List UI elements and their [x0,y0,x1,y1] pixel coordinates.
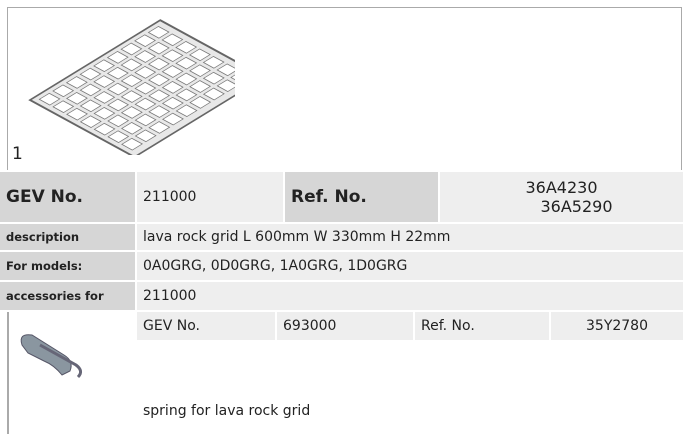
grid-cell [134,66,157,79]
figure-label: 1 [12,144,23,164]
grid-cell [188,48,211,62]
grid-cell [162,112,184,126]
label-cell: GEV No. [0,172,135,222]
grid-cell [134,129,157,143]
label-cell: For models: [0,252,135,280]
grid-cell [107,98,130,112]
grid-cell [52,100,75,114]
value-cell: 211000 [137,172,283,222]
label-cell: description [0,224,135,250]
grid-cell [175,56,198,70]
grid-cell [161,33,184,47]
grid-cell [79,67,102,81]
label-cell: Ref. No. [285,172,438,222]
grid-cell [148,105,171,118]
ref-number: 36A4230 [525,178,598,197]
grid-cell [79,99,102,113]
grid-cell [120,90,143,103]
grid-cell [216,79,235,92]
grid-cell [93,122,116,136]
grid-cell [79,83,102,97]
grid-cell [189,80,212,93]
grid-cell [134,113,157,127]
grid-cell [147,25,170,39]
accessory-description: spring for lava rock grid [143,403,311,419]
grid-cell [189,64,211,77]
ref-number: 36A5290 [540,197,613,216]
grid-cell [175,88,198,102]
value-cell: 0A0GRG, 0D0GRG, 1A0GRG, 1D0GRG [137,252,683,280]
grid-cell [93,106,116,120]
grid-cell [175,72,198,86]
grid-cell [189,96,212,109]
value-cell: 36A4230 36A5290 [440,172,683,222]
grid-cell [65,91,88,105]
grid-cell [107,130,130,144]
grid-cell [175,104,198,118]
grid-cell [148,121,171,134]
grid-cell [202,55,225,69]
grid-cell [79,115,102,129]
grid-cell [120,106,143,119]
value-cell: lava rock grid L 600mm W 330mm H 22mm [137,224,683,250]
value-cell: 211000 [137,282,683,310]
label-cell: Ref. No. [415,312,549,340]
grid-cell [147,41,170,55]
grid-cell [93,59,116,73]
grid-cell [161,65,184,78]
grid-cell [106,66,129,80]
grid-cell [66,107,88,121]
grid-cell [175,40,198,54]
grid-cell [148,73,170,87]
grid-cell [134,50,157,63]
grid-cell [65,76,88,89]
grid-cell [161,49,184,62]
grid-cell [202,87,225,101]
grid-cell [107,82,129,96]
grid-cell [120,121,143,135]
label-cell: GEV No. [137,312,275,340]
grid-cell [52,84,75,98]
spring-illustration [20,334,83,379]
grid-illustration [28,19,235,155]
label-cell: accessories for [0,282,135,310]
frame-line [7,312,9,434]
grid-cell [120,58,143,72]
grid-cell [134,97,157,111]
grid-cell [134,34,156,47]
grid-cell [120,74,143,88]
grid-cell [161,96,184,110]
image-frame [7,7,682,170]
grid-cell [147,57,170,71]
grid-cell [93,75,116,88]
grid-cell [93,91,116,104]
value-cell: 35Y2780 [551,312,683,340]
grid-cell [134,81,157,95]
grid-cell [202,71,225,85]
grid-cell [120,42,143,56]
grid-cell [161,81,184,94]
grid-cell [148,89,171,103]
grid-cell [216,63,235,77]
grid-cell [106,51,129,64]
grid-cell [107,114,130,128]
value-cell: 693000 [277,312,413,340]
grid-cell [121,137,143,151]
grid-cell [38,92,61,106]
